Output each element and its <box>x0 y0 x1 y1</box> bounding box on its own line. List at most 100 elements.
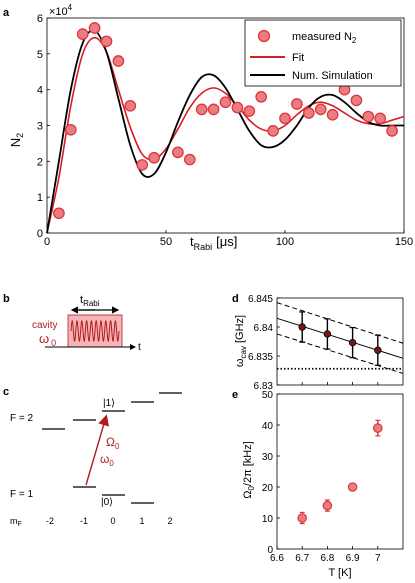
x-tick-label: 0 <box>44 236 50 248</box>
measured-point <box>124 99 137 112</box>
y-tick-label: 0 <box>267 545 273 556</box>
legend-sim-label: Num. Simulation <box>292 70 373 82</box>
frequency-point <box>323 330 332 338</box>
measured-point <box>219 96 232 109</box>
panel-d-chart: 6.83 6.835 6.84 6.845 ωcav[GHz] <box>234 294 404 392</box>
panel-b-pulse-wave <box>70 320 120 342</box>
y-tick-label: 3 <box>37 121 43 133</box>
panel-a-chart: 0 50 100 150 0 1 2 3 4 5 6 ×104 N2 tRabi [μs] measu… <box>8 3 413 252</box>
measured-point <box>76 28 89 40</box>
measured-point <box>350 94 363 107</box>
y-tick-label: 50 <box>262 390 274 401</box>
measured-point <box>148 151 160 164</box>
measured-point <box>172 146 184 159</box>
panel-a-legend: measured N2 Fit Num. Simulation <box>244 19 402 87</box>
measured-point <box>302 107 315 119</box>
x-tick-label: 6.7 <box>295 553 309 564</box>
rabi-frequency-point <box>372 423 383 433</box>
measured-point <box>326 108 339 121</box>
ket-zero: |0⟩ <box>101 497 113 508</box>
mf-value: 0 <box>110 516 115 526</box>
y-tick-label: 5 <box>37 49 43 61</box>
measured-point <box>53 207 65 220</box>
panel-a-xlabel: tRabi [μs] <box>190 234 237 252</box>
measured-point <box>207 103 220 116</box>
y-tick-label: 40 <box>262 421 274 432</box>
measured-point <box>231 101 244 114</box>
confidence-lower <box>276 333 404 374</box>
transition-arrow <box>85 414 110 486</box>
rabi-frequency-point <box>322 500 333 511</box>
legend-measured-label: measured N2 <box>292 31 357 45</box>
panel-c-level-diagram: F = 2 F = 1 |1⟩ |0⟩ Ω0 ω0 mF -2 -1 0 1 2 <box>10 392 182 528</box>
rabi-frequency-point <box>347 482 358 492</box>
panel-b-cavity-label: cavity <box>32 320 58 331</box>
y-tick-label: 6.83 <box>254 381 274 392</box>
y-tick-label: 4 <box>37 85 43 97</box>
x-tick-label: 7 <box>375 553 381 564</box>
measured-point <box>88 22 101 34</box>
measured-point <box>386 125 398 137</box>
measured-point <box>374 112 387 125</box>
panel-e-plot-frame <box>276 393 404 550</box>
frequency-point <box>348 338 357 347</box>
y-tick-label: 6.845 <box>248 294 273 305</box>
y-tick-label: 0 <box>37 228 43 240</box>
measured-point <box>291 98 303 110</box>
rabi-frequency-label: Ω0 <box>106 435 120 451</box>
rabi-frequency-point <box>297 513 307 523</box>
y-tick-label: 10 <box>262 514 274 525</box>
panel-a-exponent: ×104 <box>49 3 73 18</box>
x-tick-label: 6.8 <box>320 553 334 564</box>
measured-point <box>100 35 113 48</box>
panel-label-d: d <box>232 293 239 305</box>
measured-point <box>279 112 291 125</box>
panel-d-ylabel: ωcav[GHz] <box>234 315 248 367</box>
mf-value: 1 <box>139 516 144 526</box>
measured-point <box>243 105 256 118</box>
measured-point <box>255 90 268 103</box>
measured-point <box>112 55 125 67</box>
measured-point <box>362 110 375 123</box>
panel-c-f2-label: F = 2 <box>10 413 34 424</box>
frequency-point <box>374 346 382 354</box>
fit-line <box>276 317 404 359</box>
measured-point <box>195 103 208 116</box>
y-tick-label: 1 <box>37 192 43 204</box>
panel-c-f1-label: F = 1 <box>10 489 34 500</box>
transition-frequency-label: ω0 <box>100 452 114 468</box>
y-tick-label: 6.835 <box>248 352 273 363</box>
y-tick-label: 2 <box>37 156 43 168</box>
panel-e-ylabel: Ω0/2π [kHz] <box>242 441 256 499</box>
panel-e-chart: 0 10 20 30 40 50 6.6 6.7 6.8 6.9 7 Ω0/2π [kHz] T [… <box>242 390 404 579</box>
measured-point <box>267 125 279 137</box>
y-tick-label: 6 <box>37 13 43 25</box>
x-tick-label: 50 <box>160 236 172 248</box>
y-tick-label: 6.84 <box>254 323 274 334</box>
mf-value: -2 <box>46 516 54 526</box>
measured-point <box>314 103 327 116</box>
legend-measured-marker <box>257 29 271 43</box>
legend-fit-label: Fit <box>292 52 304 64</box>
panel-label-e: e <box>232 389 238 401</box>
x-tick-label: 6.9 <box>346 553 360 564</box>
confidence-upper <box>276 302 404 344</box>
x-tick-label: 6.6 <box>270 553 284 564</box>
frequency-point <box>298 323 306 331</box>
x-tick-label: 100 <box>276 236 294 248</box>
simulation-curve <box>46 29 404 234</box>
measured-point <box>136 159 149 171</box>
panel-label-b: b <box>3 293 10 305</box>
panel-b-trabi-label: tRabi <box>80 294 100 308</box>
measured-point <box>183 153 196 166</box>
y-tick-label: 20 <box>262 483 274 494</box>
mf-value: 2 <box>167 516 172 526</box>
panel-label-c: c <box>3 386 9 398</box>
panel-a-ylabel: N2 <box>8 133 25 147</box>
panel-d-plot-frame <box>276 297 404 386</box>
y-tick-label: 30 <box>262 452 274 463</box>
mf-label: mF <box>10 516 22 528</box>
